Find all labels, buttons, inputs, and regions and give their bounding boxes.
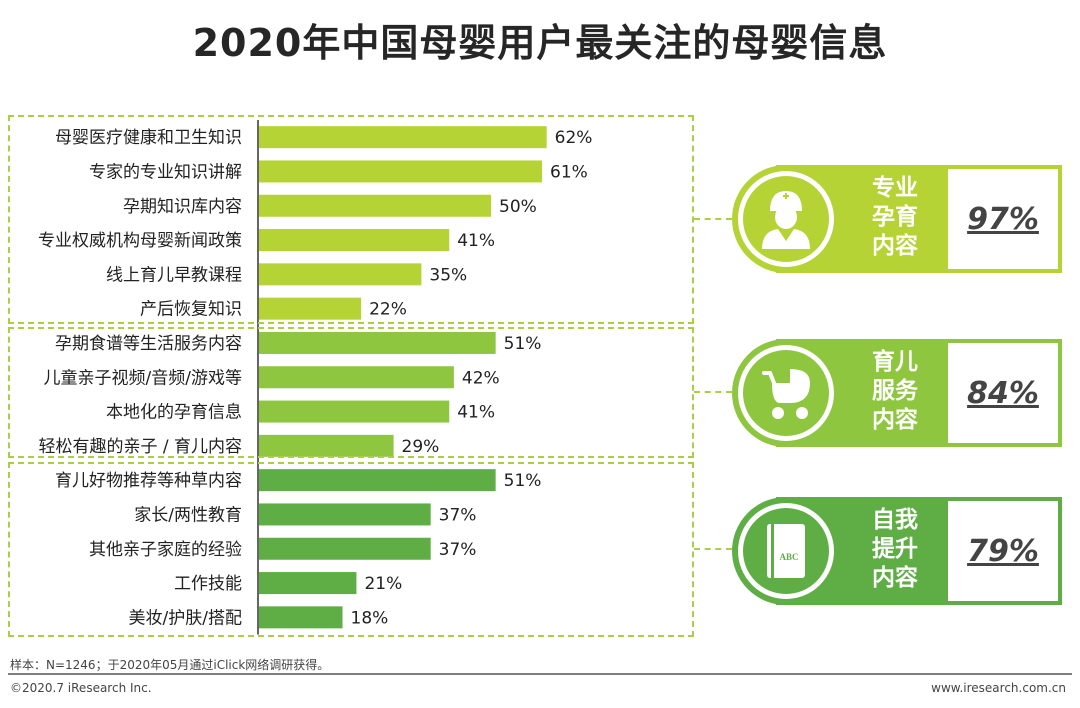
summary-professional-circle — [732, 165, 840, 273]
group-box-self — [8, 462, 694, 637]
value-label: 51% — [504, 334, 542, 354]
category-label: 其他亲子家庭的经验 — [89, 540, 242, 560]
value-label: 62% — [555, 128, 593, 148]
bar — [259, 606, 343, 629]
bar — [259, 229, 450, 252]
category-label: 母婴医疗健康和卫生知识 — [55, 128, 242, 148]
value-label: 22% — [369, 300, 407, 320]
summary-self-circle: ABC — [732, 497, 840, 605]
summary-service-circle — [732, 339, 840, 447]
category-label: 育儿好物推荐等种草内容 — [55, 471, 242, 491]
bar — [259, 126, 547, 149]
value-label: 37% — [439, 540, 477, 560]
value-label: 50% — [499, 197, 537, 217]
book-icon-text: ABC — [779, 552, 798, 562]
sample-note: 样本：N=1246；于2020年05月通过iClick网络调研获得。 — [10, 658, 330, 672]
value-label: 29% — [402, 437, 440, 457]
bar — [259, 537, 431, 560]
bar — [259, 366, 454, 389]
summary-service: 育儿 服务 内容 84% — [732, 339, 1062, 447]
value-label: 41% — [457, 231, 495, 251]
bar — [259, 400, 450, 423]
category-label: 专家的专业知识讲解 — [89, 162, 242, 182]
category-label: 工作技能 — [174, 574, 242, 594]
book-icon: ABC — [767, 524, 805, 578]
value-label: 61% — [550, 162, 588, 182]
value-label: 35% — [429, 265, 467, 285]
bar — [259, 331, 496, 354]
bar — [259, 572, 357, 595]
group-box-professional — [8, 115, 694, 324]
category-label: 孕期食谱等生活服务内容 — [55, 334, 242, 354]
bar — [259, 503, 431, 526]
category-label: 本地化的孕育信息 — [106, 403, 242, 423]
group-box-service — [8, 327, 694, 458]
category-label: 家长/两性教育 — [134, 505, 242, 525]
category-label: 专业权威机构母婴新闻政策 — [38, 231, 242, 251]
category-label: 孕期知识库内容 — [123, 197, 242, 217]
summary-professional: 专业 孕育 内容 97% — [732, 165, 1062, 273]
value-label: 21% — [364, 574, 402, 594]
bar — [259, 194, 491, 217]
value-label: 18% — [351, 608, 389, 628]
summary-service-value: 84% — [967, 375, 1039, 411]
value-label: 41% — [457, 403, 495, 423]
summary-self-value: 79% — [967, 533, 1039, 569]
connector-service — [694, 391, 732, 393]
website: www.iresearch.com.cn — [931, 681, 1066, 695]
summary-self: ABC 自我 提升 内容 79% — [732, 497, 1062, 605]
summary-service-label: 育儿 服务 内容 — [872, 349, 918, 433]
copyright: ©2020.7 iResearch Inc. — [10, 681, 152, 695]
category-label: 轻松有趣的亲子 / 育儿内容 — [38, 437, 242, 457]
nurse-icon — [762, 191, 810, 249]
category-label: 美妆/护肤/搭配 — [129, 608, 242, 628]
bar — [259, 160, 543, 183]
category-label: 儿童亲子视频/音频/游戏等 — [44, 368, 242, 388]
bar — [259, 297, 362, 320]
value-label: 51% — [504, 471, 542, 491]
stroller-icon — [762, 369, 810, 419]
value-label: 37% — [439, 505, 477, 525]
bar — [259, 434, 394, 457]
connector-self — [694, 548, 732, 550]
bar — [259, 469, 496, 492]
category-label: 产后恢复知识 — [140, 300, 242, 320]
chart-title: 2020年中国母婴用户最关注的母婴信息 — [192, 21, 888, 65]
summary-professional-value: 97% — [967, 201, 1039, 237]
bar — [259, 263, 422, 286]
category-label: 线上育儿早教课程 — [106, 265, 242, 285]
summary-self-label: 自我 提升 内容 — [872, 507, 918, 591]
summary-professional-label: 专业 孕育 内容 — [872, 175, 918, 259]
footer-divider — [8, 673, 1072, 675]
value-label: 42% — [462, 368, 500, 388]
connector-professional — [694, 218, 732, 220]
